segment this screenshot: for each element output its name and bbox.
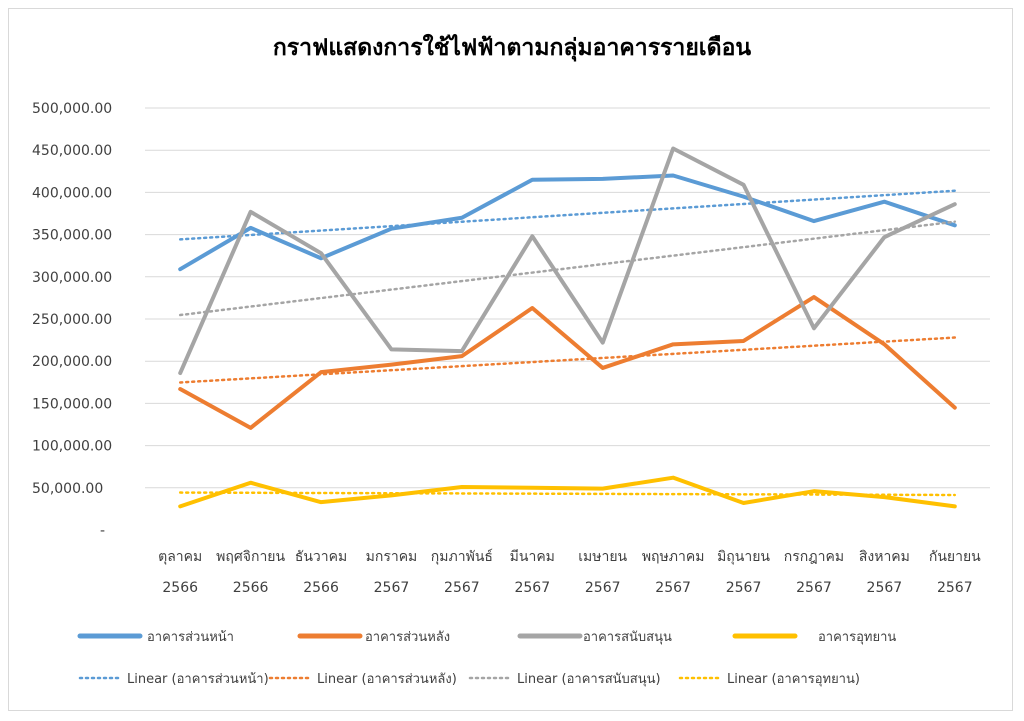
x-tick-label: มิถุนายน bbox=[717, 549, 770, 565]
trendline-0 bbox=[178, 189, 957, 241]
y-tick-label: 350,000.00 bbox=[32, 228, 112, 244]
series-line-2 bbox=[178, 146, 957, 376]
y-tick-label: 300,000.00 bbox=[32, 270, 112, 286]
x-tick-label: เมษายน bbox=[578, 549, 627, 565]
series-line-1 bbox=[178, 295, 957, 430]
x-tick-label: กันยายน bbox=[929, 549, 981, 565]
x-tick-label: กุมภาพันธ์ bbox=[431, 548, 493, 565]
x-tick-label: ตุลาคม bbox=[158, 549, 202, 565]
x-tick-year: 2567 bbox=[937, 580, 973, 596]
legend-trend-label-3: Linear (อาคารอุทยาน) bbox=[727, 672, 860, 687]
y-tick-label: 500,000.00 bbox=[32, 101, 112, 117]
x-tick-label: มีนาคม bbox=[510, 549, 555, 565]
y-tick-label: 150,000.00 bbox=[32, 396, 112, 412]
y-tick-label: 400,000.00 bbox=[32, 185, 112, 201]
legend-trend-label-0: Linear (อาคารส่วนหน้า) bbox=[127, 672, 269, 687]
series-line-3 bbox=[178, 475, 957, 509]
x-tick-label: ธันวาคม bbox=[295, 549, 347, 565]
x-tick-year: 2567 bbox=[444, 580, 480, 596]
series-line-0 bbox=[178, 173, 957, 272]
x-tick-year: 2567 bbox=[867, 580, 903, 596]
legend-label-0: อาคารส่วนหน้า bbox=[147, 630, 234, 645]
x-tick-year: 2567 bbox=[796, 580, 832, 596]
x-tick-label: พฤษภาคม bbox=[642, 549, 705, 565]
x-tick-year: 2566 bbox=[233, 580, 269, 596]
x-tick-year: 2566 bbox=[303, 580, 339, 596]
trendline-1 bbox=[178, 336, 957, 384]
x-tick-year: 2566 bbox=[162, 580, 198, 596]
legend-trend-label-1: Linear (อาคารส่วนหลัง) bbox=[317, 672, 457, 687]
y-tick-label: 450,000.00 bbox=[32, 143, 112, 159]
legend-label-1: อาคารส่วนหลัง bbox=[365, 630, 450, 645]
legend-label-2: อาคารสนับสนุน bbox=[583, 630, 672, 645]
x-tick-year: 2567 bbox=[655, 580, 691, 596]
y-tick-label: - bbox=[100, 523, 105, 539]
y-tick-label: 250,000.00 bbox=[32, 312, 112, 328]
y-tick-label: 50,000.00 bbox=[32, 481, 103, 497]
x-tick-year: 2567 bbox=[514, 580, 550, 596]
x-tick-label: มกราคม bbox=[366, 549, 418, 565]
legend-trend-label-2: Linear (อาคารสนับสนุน) bbox=[517, 672, 661, 687]
x-tick-label: กรกฎาคม bbox=[784, 549, 844, 565]
trendline-2 bbox=[178, 220, 957, 317]
chart-frame bbox=[8, 8, 1013, 711]
x-tick-label: พฤศจิกายน bbox=[216, 549, 285, 565]
x-tick-year: 2567 bbox=[585, 580, 621, 596]
legend-label-3: อาคารอุทยาน bbox=[818, 630, 896, 645]
y-tick-label: 100,000.00 bbox=[32, 439, 112, 455]
x-tick-year: 2567 bbox=[374, 580, 410, 596]
x-tick-year: 2567 bbox=[726, 580, 762, 596]
chart-title: กราฟแสดงการใช้ไฟฟ้าตามกลุ่มอาคารรายเดือน bbox=[272, 35, 752, 61]
y-tick-label: 200,000.00 bbox=[32, 354, 112, 370]
x-tick-label: สิงหาคม bbox=[859, 549, 910, 565]
trendline-3 bbox=[178, 491, 957, 497]
